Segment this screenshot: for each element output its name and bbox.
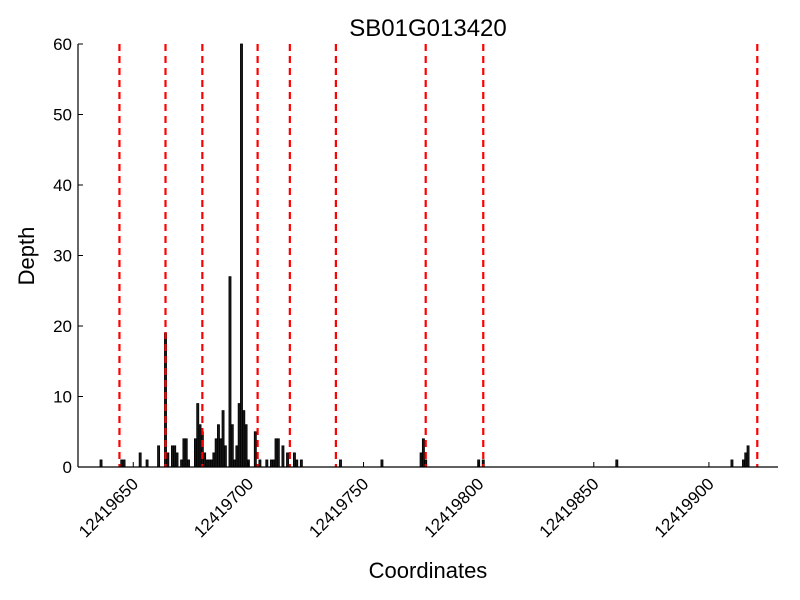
bar-28 <box>223 445 227 468</box>
x-tick-label-2: 12419750 <box>305 474 372 541</box>
bar-23 <box>212 452 216 468</box>
marker-lines-layer <box>118 44 759 467</box>
x-tick-label-1: 12419700 <box>190 474 257 541</box>
x-tick-label-5: 12419900 <box>651 474 718 541</box>
x-tick-label-4: 12419850 <box>536 474 603 541</box>
bar-16 <box>196 403 200 468</box>
bar-59 <box>742 459 745 468</box>
y-tick-label-4: 40 <box>53 176 72 195</box>
bar-10 <box>175 452 179 468</box>
bar-34 <box>240 43 243 468</box>
bar-61 <box>746 445 750 468</box>
y-tick-label-0: 0 <box>63 458 72 477</box>
bar-8 <box>170 445 174 468</box>
y-tick-label-5: 50 <box>53 106 72 125</box>
bar-44 <box>276 438 280 468</box>
bar-46 <box>286 452 289 468</box>
bar-42 <box>272 459 276 468</box>
bar-11 <box>180 459 184 468</box>
chart-title: SB01G013420 <box>349 15 506 42</box>
bar-49 <box>299 459 303 468</box>
bar-2 <box>122 459 126 468</box>
bars-layer <box>99 43 750 468</box>
bar-7 <box>166 452 170 468</box>
bar-40 <box>265 459 269 468</box>
bar-24 <box>214 438 218 468</box>
bar-51 <box>380 459 384 468</box>
bar-1 <box>120 459 124 468</box>
bar-36 <box>244 424 248 468</box>
bar-17 <box>198 424 202 468</box>
bar-33 <box>237 403 241 468</box>
bar-19 <box>203 452 207 468</box>
bar-29 <box>228 276 232 468</box>
bar-27 <box>221 410 225 468</box>
bar-38 <box>253 431 257 468</box>
y-axis-label: Depth <box>14 227 39 286</box>
bar-13 <box>184 438 188 468</box>
bar-45 <box>281 445 285 468</box>
bar-21 <box>207 459 211 468</box>
bar-32 <box>235 445 239 468</box>
bar-57 <box>615 459 619 468</box>
bar-5 <box>157 445 161 468</box>
bar-60 <box>744 452 748 468</box>
bar-25 <box>217 424 220 468</box>
bar-20 <box>205 459 209 468</box>
y-tick-label-6: 60 <box>53 35 72 54</box>
bar-47 <box>293 452 296 468</box>
bar-53 <box>421 438 425 468</box>
x-tick-label-3: 12419800 <box>421 474 488 541</box>
axes <box>77 44 778 468</box>
bar-0 <box>99 459 103 468</box>
bar-30 <box>230 424 234 468</box>
bar-18 <box>200 431 204 468</box>
bar-41 <box>269 459 273 468</box>
bar-39 <box>258 459 262 468</box>
bar-26 <box>219 438 223 468</box>
y-tick-label-3: 30 <box>53 247 72 266</box>
bar-4 <box>145 459 149 468</box>
bar-43 <box>274 438 278 468</box>
bar-3 <box>138 452 142 468</box>
bar-14 <box>187 459 190 468</box>
bar-58 <box>730 459 734 468</box>
bar-48 <box>295 459 299 468</box>
y-ticks: 0 10 20 30 40 50 60 <box>53 35 83 477</box>
bar-9 <box>173 445 177 468</box>
x-axis-label: Coordinates <box>369 558 488 583</box>
bar-50 <box>339 459 342 468</box>
y-tick-label-1: 10 <box>53 388 72 407</box>
x-tick-label-0: 12419650 <box>75 474 142 541</box>
bar-12 <box>182 438 186 468</box>
bar-52 <box>419 452 423 468</box>
bar-22 <box>210 459 213 468</box>
bar-15 <box>193 438 197 468</box>
y-tick-label-2: 20 <box>53 317 72 336</box>
x-ticks: 12419650 12419700 12419750 12419800 12419850… <box>75 462 718 541</box>
bar-35 <box>242 410 246 468</box>
bar-31 <box>233 459 237 468</box>
